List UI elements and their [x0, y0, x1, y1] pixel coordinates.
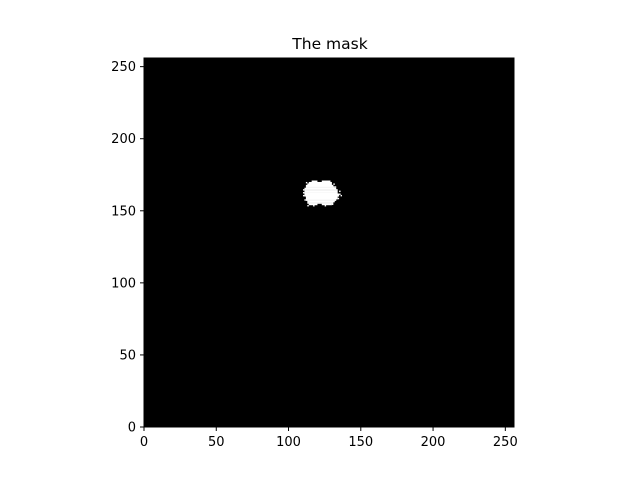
mask-edge-pixel	[331, 203, 334, 206]
y-axis: 0 50 100 150 200 250	[111, 60, 144, 436]
x-tick-label: 0	[140, 435, 148, 450]
x-tick-label: 150	[348, 435, 373, 450]
mask-pixel-run	[304, 193, 340, 196]
mask-pixel-run	[305, 197, 338, 200]
mask-pixel-run	[311, 180, 318, 183]
plot-area	[143, 57, 515, 428]
mask-edge-pixel	[339, 193, 341, 195]
mask-edge-pixel	[307, 205, 309, 207]
mask-pixel-run	[305, 199, 337, 201]
mask-pixel-run	[305, 196, 338, 199]
mask-pixel-run	[304, 194, 340, 197]
y-tick-label: 150	[111, 204, 136, 219]
mask-pixel-run	[304, 187, 337, 190]
mask-pixel-run	[304, 192, 338, 194]
mask-edge-pixel	[302, 192, 305, 194]
mask-pixel-run	[321, 203, 332, 206]
mask-pixel-run	[304, 190, 338, 193]
mask-edge-pixel	[333, 183, 335, 185]
mask-pixel-run	[307, 183, 332, 186]
mask-edge-pixel	[339, 190, 341, 193]
mask-edge-pixel	[324, 205, 327, 207]
mask-edge-pixel	[337, 197, 340, 200]
mask-pixel-run	[308, 203, 318, 206]
mask-pixel-run	[305, 184, 334, 187]
mask-edge-pixel	[302, 194, 305, 197]
y-tick-label: 50	[119, 348, 136, 363]
mask-pixel-run	[305, 186, 335, 188]
mask-pixel-run	[307, 200, 335, 203]
y-tick-label: 250	[111, 60, 136, 75]
mask-pixel-run	[304, 189, 338, 191]
x-tick-label: 250	[493, 435, 518, 450]
chart-title: The mask	[291, 35, 367, 53]
y-tick-label: 0	[128, 421, 136, 436]
x-tick-label: 50	[208, 435, 225, 450]
axes-frame	[143, 57, 515, 428]
mask-pixel-run	[307, 202, 334, 204]
mask-edge-pixel	[305, 181, 308, 184]
x-axis: 0 50 100 150 200 250	[140, 427, 518, 450]
mask-pixels	[302, 180, 343, 207]
x-tick-label: 200	[421, 435, 446, 450]
mask-edge-pixel	[304, 199, 306, 201]
mask-pixel-run	[308, 181, 332, 184]
mask-pixel-run	[321, 180, 331, 183]
mask-edge-pixel	[340, 194, 343, 197]
mask-edge-pixel	[334, 186, 337, 188]
mask-edge-pixel	[302, 189, 305, 191]
mask-image-background	[144, 58, 514, 427]
y-tick-label: 200	[111, 132, 136, 147]
x-tick-label: 100	[276, 435, 301, 450]
mask-edge-pixel	[313, 205, 315, 207]
y-tick-label: 100	[111, 276, 136, 291]
